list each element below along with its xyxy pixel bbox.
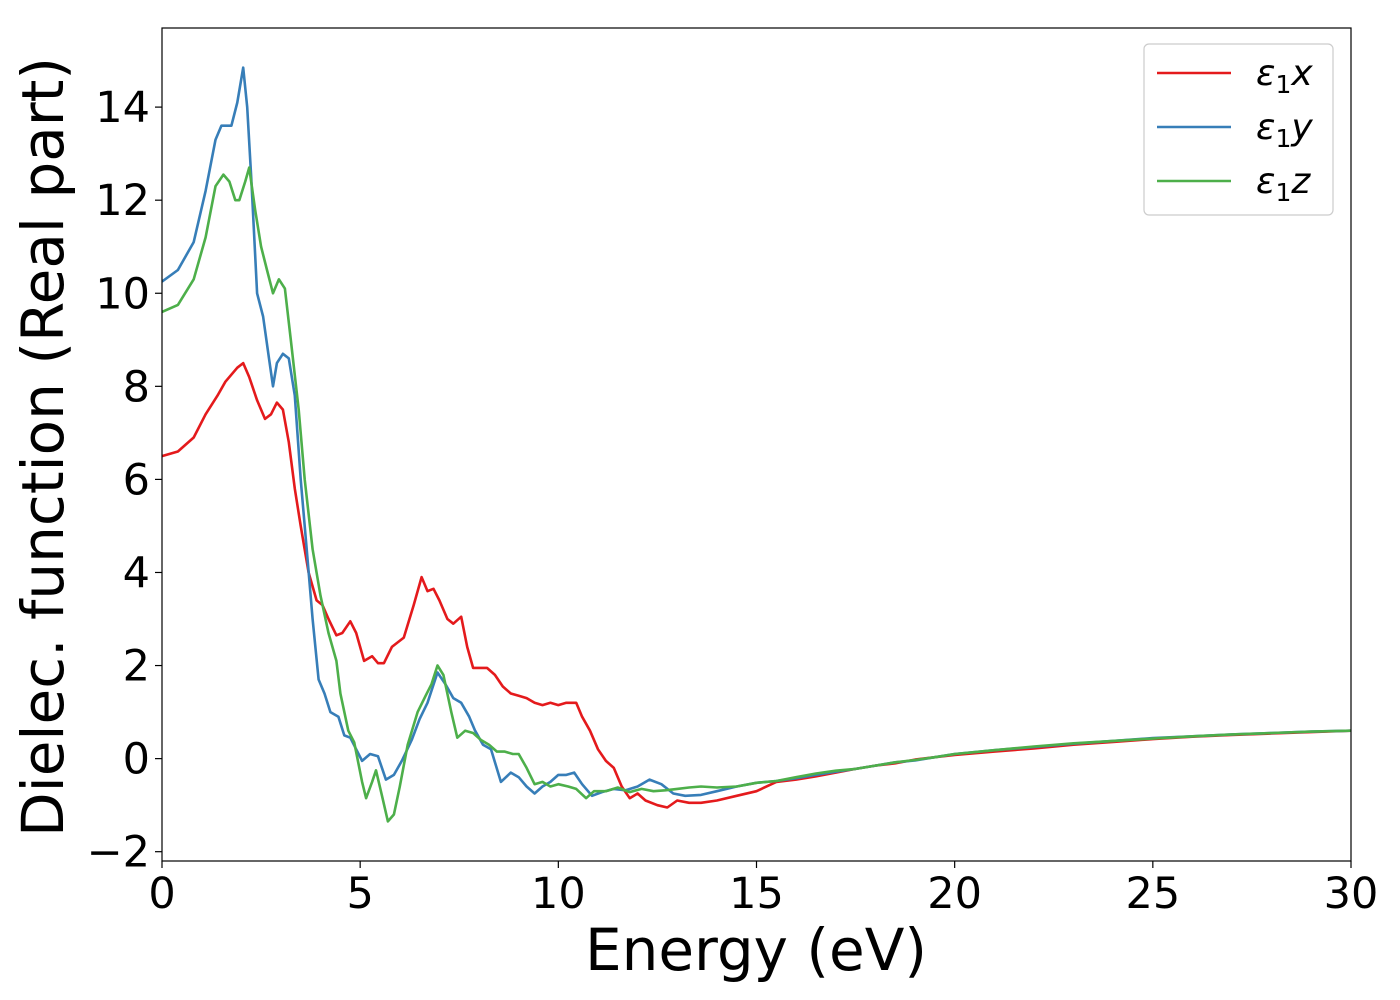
y-tick-label: 2 <box>123 642 150 692</box>
series-line-x <box>162 361 1351 809</box>
x-axis: 0 5 10 15 20 25 30 <box>148 861 1378 919</box>
y-tick-label: 12 <box>95 176 150 226</box>
x-tick-label: 0 <box>148 869 175 919</box>
legend-box <box>1143 43 1334 216</box>
x-tick-label: 25 <box>1125 869 1180 919</box>
x-tick-label: 30 <box>1324 869 1379 919</box>
legend: ε1x ε1y ε1z <box>1143 43 1334 216</box>
legend-label-z: ε1z <box>1256 161 1311 207</box>
y-tick-label: 6 <box>123 455 150 505</box>
x-tick-label: 5 <box>346 869 373 919</box>
y-tick-label: 4 <box>123 548 150 598</box>
legend-label-x: ε1x <box>1256 53 1313 99</box>
x-axis-title: Energy (eV) <box>585 916 927 984</box>
y-tick-label: 14 <box>95 83 150 133</box>
y-tick-label: 10 <box>95 269 150 319</box>
x-tick-label: 10 <box>531 869 586 919</box>
y-axis-title: Dielec. function (Real part) <box>9 57 77 837</box>
x-tick-label: 20 <box>927 869 982 919</box>
series-line-z <box>162 166 1351 823</box>
y-tick-label: 8 <box>123 362 150 412</box>
y-axis: −2 0 2 4 6 8 10 12 14 <box>87 83 162 878</box>
plot-lines <box>162 66 1351 823</box>
y-tick-label: 0 <box>123 735 150 785</box>
legend-label-y: ε1y <box>1256 107 1313 153</box>
y-tick-label: −2 <box>87 828 150 878</box>
x-tick-label: 15 <box>729 869 784 919</box>
